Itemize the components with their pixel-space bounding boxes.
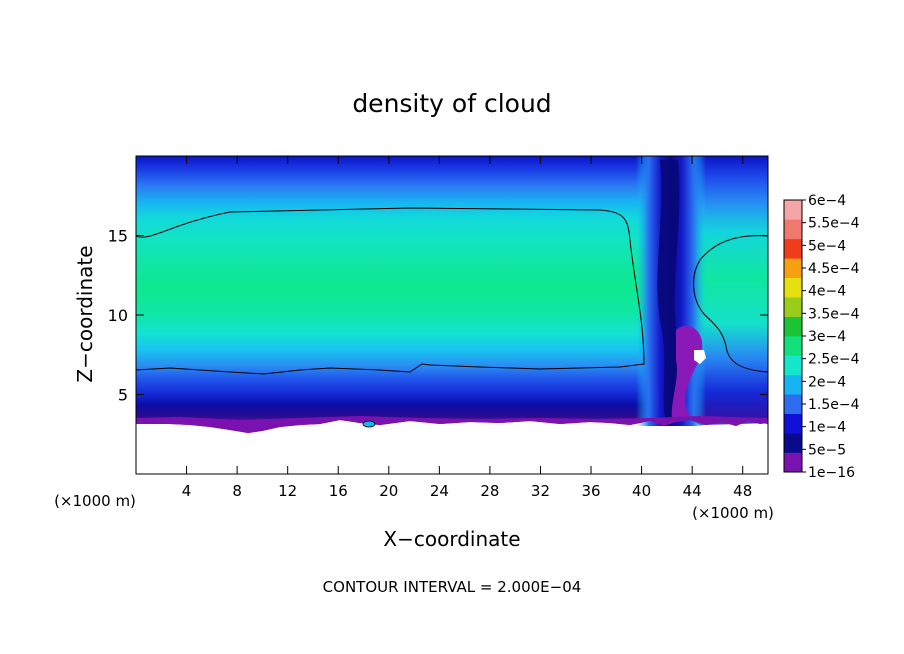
x-tick-label: 8 [232,482,242,500]
x-axis-ticks: 4 8 12 16 20 24 28 32 36 40 44 48 [182,156,752,500]
x-tick-label: 12 [278,482,297,500]
x-tick-label: 36 [581,482,600,500]
x-tick-label: 4 [182,482,192,500]
colorbar-label: 3e−4 [808,329,846,345]
contour-line-main [136,207,645,375]
x-tick-label: 16 [329,482,348,500]
cloud-field [136,156,768,433]
cloud-base-layer [136,416,768,433]
colorbar-swatch [784,258,802,279]
purple-pocket [671,326,703,420]
colorbar-label: 2e−4 [808,374,846,390]
y-axis-ticks: 5 10 15 [108,227,768,405]
colorbar-swatch [784,355,802,376]
x-axis-title: X−coordinate [383,527,520,551]
colorbar-label: 1e−16 [808,465,855,481]
colorbar-label: 5e−5 [808,442,846,458]
colorbar-swatch [784,374,802,395]
x-tick-label: 48 [733,482,752,500]
colorbar-swatch [784,238,802,259]
x-tick-label: 32 [531,482,550,500]
colorbar-label: 5e−4 [808,238,846,254]
colorbar-label: 5.5e−4 [808,216,860,232]
colorbar-swatch [784,200,802,220]
chart-title: density of cloud [352,89,551,118]
colorbar-swatch [784,297,802,317]
contour-interval-note: CONTOUR INTERVAL = 2.000E−04 [323,578,582,596]
x-tick-label: 28 [480,482,499,500]
colorbar-swatch [784,277,802,298]
colorbar-label: 1.5e−4 [808,397,860,413]
colorbar-swatch [784,219,802,240]
y-axis-title: Z−coordinate [73,245,97,382]
cloud-field-right [690,156,768,425]
x-unit-label-right: (×1000 m) [692,504,774,522]
x-unit-label-left: (×1000 m) [54,492,136,510]
colorbar-swatch [784,452,802,473]
x-tick-label: 44 [683,482,702,500]
missing-data-hole [694,350,706,364]
column-core [657,160,680,420]
y-tick-label: 15 [108,227,128,246]
plot-area [136,156,768,474]
colorbar-label: 4e−4 [808,284,846,300]
x-tick-label: 24 [430,482,449,500]
y-tick-label: 5 [118,386,128,405]
colorbar-label: 6e−4 [808,193,846,209]
x-tick-label: 40 [632,482,651,500]
colorbar-swatch [784,413,802,434]
colorbar-swatch [784,433,802,453]
x-tick-label: 20 [379,482,398,500]
small-cloud-cell [362,420,376,428]
colorbar-swatch [784,316,802,337]
y-tick-label: 10 [108,306,128,325]
colorbar-label: 2.5e−4 [808,352,860,368]
colorbar-label: 4.5e−4 [808,261,860,277]
contour-line-right [693,235,768,373]
colorbar: 1e−16 5e−5 1e−4 1.5e−4 2e−4 2.5e−4 3e−4 3.5e−4 4… [783,193,860,481]
colorbar-label: 1e−4 [808,420,846,436]
colorbar-label: 3.5e−4 [808,306,860,322]
colorbar-swatch [784,394,802,415]
colorbar-swatch [784,336,802,356]
